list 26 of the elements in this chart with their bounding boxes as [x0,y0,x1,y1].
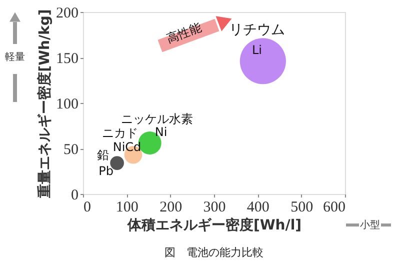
y-tick-label: 0 [71,188,78,204]
y-tick-label: 150 [56,51,78,67]
y-tick-label: 50 [64,142,78,158]
annotation: 高性能 [164,20,204,46]
annotation: Li [252,43,262,57]
x-tick-label: 500 [290,200,314,216]
y-tick-label: 100 [56,96,78,112]
x-tick-label: 400 [246,200,270,216]
y-tick-label: 200 [56,6,78,22]
annotation: ニカド [102,126,138,140]
text: 図 電池の能力比較 [164,246,264,259]
text: 軽量 [5,52,25,63]
x-tick-label: 0 [84,200,91,216]
annotation: 鉛 [97,148,109,162]
x-tick-label: 300 [203,200,226,216]
x-tick-label: 600 [323,200,346,216]
x-tick-label: 200 [160,200,182,216]
annotation: リチウム [229,22,285,38]
y-axis-title: 重量エネルギー密度[Wh/kg] [36,9,53,199]
annotation: ニッケル水素 [121,112,193,126]
x-tick-label: 100 [116,200,138,216]
x-axis-title: 体積エネルギー密度[Wh/l] [126,216,302,234]
text: 小型 [360,219,380,231]
annotation: Pb [98,164,114,178]
annotation: NiCd [112,140,142,154]
annotation: Ni [154,125,168,139]
